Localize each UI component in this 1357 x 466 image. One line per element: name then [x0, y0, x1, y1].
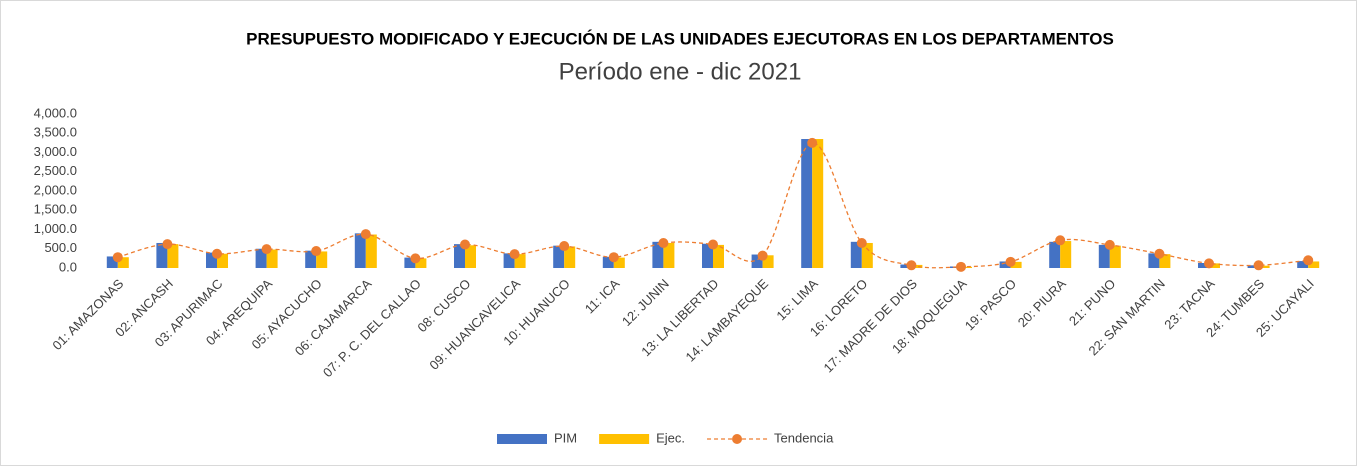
- bar: [801, 139, 813, 268]
- trend-marker: [757, 250, 768, 261]
- legend-swatch: [497, 434, 547, 444]
- bar: [1209, 263, 1220, 268]
- bar: [454, 244, 465, 268]
- bar: [514, 254, 526, 268]
- y-tick-label: 1,500.0: [34, 202, 77, 217]
- bar: [713, 244, 724, 268]
- legend-swatch: [599, 434, 650, 444]
- bar: [117, 257, 129, 268]
- bar: [365, 234, 377, 268]
- trend-marker: [112, 252, 123, 263]
- bar: [663, 242, 675, 268]
- trend-marker: [509, 249, 520, 260]
- bar: [553, 245, 565, 268]
- y-tick-label: 3,500.0: [34, 125, 77, 140]
- trend-marker: [1154, 248, 1165, 259]
- bar: [1060, 241, 1072, 268]
- bar: [1010, 261, 1022, 268]
- trend-marker: [1055, 235, 1066, 246]
- bar: [354, 233, 366, 268]
- bar: [1049, 241, 1061, 268]
- legend-label: PIM: [554, 430, 577, 445]
- bar: [1247, 265, 1259, 268]
- bar: [404, 257, 416, 268]
- trend-marker: [608, 252, 619, 263]
- trend-marker: [956, 261, 966, 272]
- trend-marker: [261, 244, 272, 255]
- trend-marker: [162, 239, 173, 250]
- y-tick-label: 2,500.0: [34, 163, 77, 178]
- y-tick-label: 2,000.0: [34, 182, 77, 197]
- chart-title: PRESUPUESTO MODIFICADO Y EJECUCIÓN DE LA…: [246, 29, 1114, 48]
- bar: [1109, 245, 1121, 268]
- trend-marker: [559, 241, 570, 252]
- bar: [316, 251, 328, 268]
- legend-swatch: [732, 434, 743, 444]
- bar: [751, 254, 763, 268]
- bar: [613, 257, 625, 268]
- bar: [167, 244, 179, 268]
- trend-marker: [1303, 255, 1314, 266]
- trend-marker: [856, 237, 867, 248]
- bar: [465, 245, 476, 268]
- y-tick-label: 0.0: [59, 259, 77, 274]
- trend-marker: [708, 239, 718, 250]
- legend-label: Ejec.: [656, 430, 685, 445]
- y-tick-label: 1,000.0: [34, 221, 77, 236]
- bar: [702, 243, 713, 268]
- trend-marker: [410, 253, 421, 264]
- bar: [255, 248, 267, 268]
- chart-subtitle: Período ene - dic 2021: [559, 58, 802, 85]
- trend-marker: [1104, 239, 1115, 250]
- bar: [602, 256, 614, 268]
- bar: [564, 246, 576, 268]
- bar: [1308, 261, 1320, 268]
- bar: [850, 241, 862, 268]
- trend-marker: [212, 248, 222, 259]
- bar: [266, 249, 278, 268]
- bar: [503, 253, 515, 268]
- trend-marker: [1204, 258, 1214, 269]
- y-tick-label: 3,000.0: [34, 144, 77, 159]
- bar: [900, 264, 912, 268]
- y-tick-label: 500.0: [44, 240, 77, 255]
- bar: [156, 242, 168, 268]
- bar: [1258, 265, 1270, 268]
- y-tick-label: 4,000.0: [34, 105, 77, 120]
- trend-marker: [360, 229, 371, 240]
- trend-marker: [658, 237, 669, 248]
- bar: [652, 241, 664, 268]
- bar: [861, 242, 873, 268]
- trend-marker: [460, 239, 470, 250]
- bar: [206, 252, 217, 268]
- trend-marker: [1005, 256, 1016, 267]
- trend-marker: [807, 137, 818, 148]
- bar: [812, 139, 824, 268]
- bar: [217, 253, 228, 268]
- bar: [1098, 244, 1110, 268]
- bar: [415, 258, 427, 268]
- bar: [106, 256, 118, 268]
- bar: [762, 255, 774, 268]
- trend-marker: [906, 260, 917, 271]
- bar: [961, 266, 972, 268]
- bar: [1198, 262, 1209, 268]
- bar: [1159, 254, 1171, 268]
- bar: [999, 261, 1011, 268]
- bar: [305, 250, 317, 268]
- bar: [911, 264, 923, 268]
- bar: [1148, 253, 1160, 268]
- trend-marker: [311, 246, 322, 257]
- bar: [1297, 261, 1309, 268]
- legend-label: Tendencia: [774, 430, 834, 445]
- trend-marker: [1253, 260, 1264, 271]
